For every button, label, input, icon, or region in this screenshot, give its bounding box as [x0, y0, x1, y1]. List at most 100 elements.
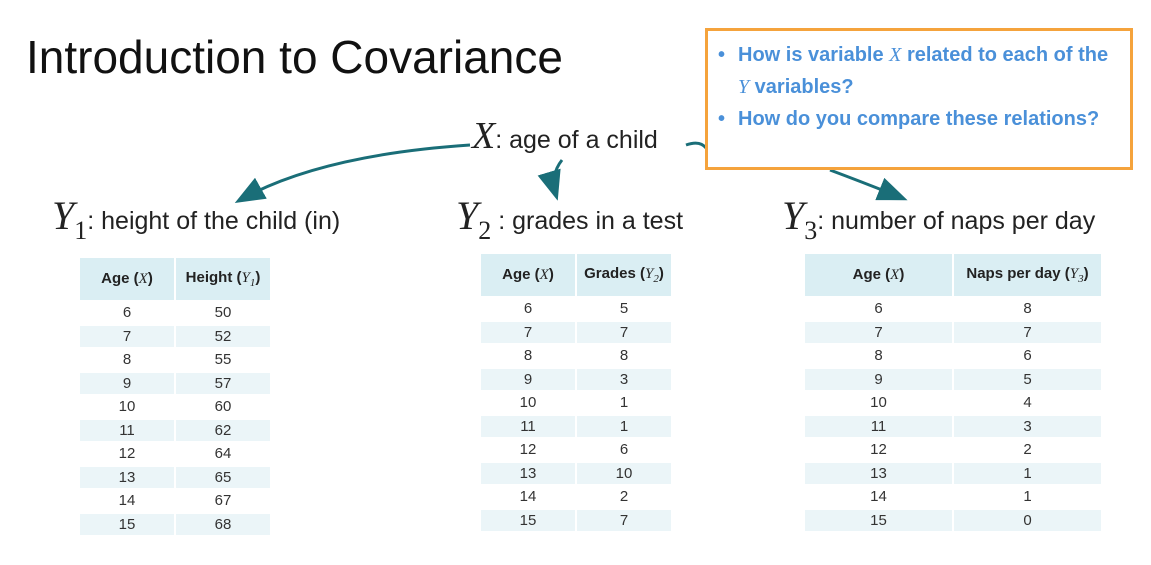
age-cell: 12: [80, 443, 174, 465]
bullet-icon: •: [718, 108, 726, 130]
arrow-to-y2: [537, 159, 564, 201]
y1-label: Y1: height of the child (in): [52, 193, 341, 245]
value-cell: 50: [176, 302, 270, 324]
arrow-to-y1: [234, 143, 471, 203]
age-cell: 13: [481, 462, 575, 484]
bullet-icon: •: [718, 44, 726, 66]
age-cell: 6: [481, 298, 575, 320]
age-cell: 10: [805, 392, 952, 414]
age-cell: 11: [481, 415, 575, 437]
value-cell: 52: [176, 325, 270, 347]
value-cell: 10: [577, 462, 671, 484]
value-cell: 5: [954, 368, 1101, 390]
value-cell: 6: [577, 439, 671, 461]
table-row: 8 55: [80, 349, 270, 371]
age-cell: 9: [80, 372, 174, 394]
value-cell: 2: [954, 439, 1101, 461]
value-cell: 8: [577, 345, 671, 367]
table-row: 12 6: [481, 439, 671, 461]
table-row: 13 10: [481, 462, 671, 484]
column-header-y: Height (Y1): [176, 258, 270, 300]
age-cell: 14: [80, 490, 174, 512]
age-cell: 13: [80, 466, 174, 488]
table-row: 14 2: [481, 486, 671, 508]
table-row: 11 3: [805, 415, 1101, 437]
page-title: Introduction to Covariance: [26, 31, 563, 83]
question-callout: • How is variable X related to each of t…: [705, 28, 1133, 170]
height-table: Age (X) Height (Y1) 6 50 7 52 8 55 9 57 10 60 11 62…: [78, 256, 272, 537]
age-cell: 10: [481, 392, 575, 414]
table-row: 14 67: [80, 490, 270, 512]
value-cell: 7: [577, 321, 671, 343]
age-cell: 14: [481, 486, 575, 508]
value-cell: 1: [577, 392, 671, 414]
age-cell: 8: [481, 345, 575, 367]
table-row: 10 4: [805, 392, 1101, 414]
table-row: 10 60: [80, 396, 270, 418]
value-cell: 7: [954, 321, 1101, 343]
age-cell: 11: [80, 419, 174, 441]
value-cell: 7: [577, 509, 671, 531]
age-cell: 8: [805, 345, 952, 367]
age-cell: 6: [80, 302, 174, 324]
value-cell: 8: [954, 298, 1101, 320]
table-row: 13 65: [80, 466, 270, 488]
value-cell: 6: [954, 345, 1101, 367]
value-cell: 64: [176, 443, 270, 465]
table-row: 12 2: [805, 439, 1101, 461]
age-cell: 12: [805, 439, 952, 461]
age-cell: 12: [481, 439, 575, 461]
value-cell: 5: [577, 298, 671, 320]
callout-question-1: • How is variable X related to each of t…: [718, 39, 1120, 103]
grades-table: Age (X) Grades (Y2) 6 5 7 7 8 8 9 3 10 1 11 1 12 6 13 1…: [479, 252, 673, 533]
age-cell: 9: [481, 368, 575, 390]
table-row: 6 50: [80, 302, 270, 324]
callout-question-2: • How do you compare these relations?: [718, 103, 1120, 135]
value-cell: 2: [577, 486, 671, 508]
table-row: 12 64: [80, 443, 270, 465]
value-cell: 1: [577, 415, 671, 437]
age-cell: 10: [80, 396, 174, 418]
table-row: 9 57: [80, 372, 270, 394]
age-cell: 15: [80, 513, 174, 535]
value-cell: 55: [176, 349, 270, 371]
age-cell: 8: [80, 349, 174, 371]
value-cell: 3: [954, 415, 1101, 437]
value-cell: 4: [954, 392, 1101, 414]
table-row: 11 62: [80, 419, 270, 441]
table-row: 14 1: [805, 486, 1101, 508]
value-cell: 1: [954, 462, 1101, 484]
age-cell: 13: [805, 462, 952, 484]
table-row: 7 52: [80, 325, 270, 347]
age-cell: 6: [805, 298, 952, 320]
value-cell: 60: [176, 396, 270, 418]
age-cell: 15: [805, 509, 952, 531]
column-header-age: Age (X): [805, 254, 952, 296]
age-cell: 15: [481, 509, 575, 531]
age-cell: 7: [805, 321, 952, 343]
column-header-y: Grades (Y2): [577, 254, 671, 296]
value-cell: 62: [176, 419, 270, 441]
table-row: 13 1: [805, 462, 1101, 484]
table-row: 15 68: [80, 513, 270, 535]
naps-table: Age (X) Naps per day (Y3) 6 8 7 7 8 6 9 5 10 4 11 3…: [803, 252, 1103, 533]
x-variable-label: X: age of a child: [472, 115, 658, 157]
value-cell: 67: [176, 490, 270, 512]
table-row: 11 1: [481, 415, 671, 437]
table-row: 15 0: [805, 509, 1101, 531]
value-cell: 57: [176, 372, 270, 394]
age-cell: 7: [80, 325, 174, 347]
age-cell: 7: [481, 321, 575, 343]
age-cell: 9: [805, 368, 952, 390]
value-cell: 0: [954, 509, 1101, 531]
value-cell: 3: [577, 368, 671, 390]
value-cell: 68: [176, 513, 270, 535]
